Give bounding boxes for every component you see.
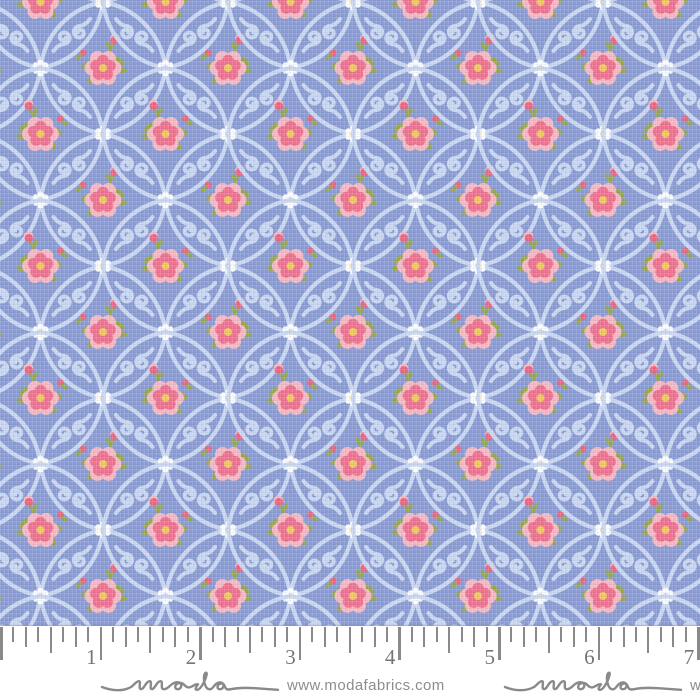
website-url-text: www.modafabrics.com [287,677,445,694]
ruler-tick [435,627,438,642]
ruler: 1 2 3 4 5 6 7 moda www.modafabrics.com m… [0,626,700,700]
ruler-tick [572,627,575,647]
ruler-tick [460,627,463,642]
ruler-tick [199,627,202,660]
ruler-tick [12,627,15,642]
ruler-tick [522,627,525,647]
ruler-tick [0,627,3,660]
ruler-tick [610,627,613,642]
ruler-tick [373,627,376,647]
ruler-number-4: 4 [384,645,396,669]
ruler-tick [560,627,563,642]
ruler-number-5: 5 [484,645,496,669]
ruler-tick [634,627,637,642]
ruler-tick [211,627,214,642]
ruler-tick [298,627,302,660]
ruler-tick [672,627,675,647]
ruler-tick [336,627,339,642]
ruler-tick [423,627,426,647]
ruler-tick [186,627,189,642]
ruler-tick [124,627,127,647]
ruler-tick [273,627,276,647]
ruler-tick [348,627,351,653]
ruler-tick [622,627,625,647]
ruler-tick [385,627,388,642]
ruler-number-7: 7 [683,645,695,669]
moda-logo-icon: moda [503,671,683,692]
ruler-tick [224,627,227,647]
ruler-tick [261,627,264,642]
ruler-tick [597,627,601,660]
ruler-tick [87,627,90,642]
ruler-tick [149,627,152,653]
ruler-tick [323,627,326,647]
ruler-tick [659,627,662,642]
ruler-tick [473,627,476,647]
ruler-tick [74,627,77,647]
ruler-number-6: 6 [584,645,595,669]
ruler-tick [24,627,27,647]
ruler-number-3: 3 [285,645,296,669]
fabric-swatch [0,0,700,626]
ruler-number-2: 2 [185,645,197,669]
ruler-tick [361,627,364,642]
ruler-tick [498,627,501,660]
ruler-tick [585,627,588,642]
ruler-tick [161,627,164,642]
moda-logo-icon: moda [100,671,280,692]
ruler-tick [485,627,488,642]
ruler-ticks [0,627,700,667]
ruler-number-1: 1 [86,645,97,669]
ruler-tick [311,627,314,642]
ruler-tick [49,627,52,653]
ruler-tick [684,627,687,642]
ruler-tick [249,627,251,653]
ruler-tick [697,627,700,660]
ruler-tick [535,627,538,642]
ruler-tick [136,627,139,642]
ruler-tick [37,627,40,642]
ruler-tick [99,627,103,660]
ruler-tick [398,627,401,660]
floral-trellis-pattern [0,0,700,626]
ruler-tick [286,627,289,642]
ruler-tick [510,627,513,642]
ruler-tick [448,627,451,653]
ruler-tick [647,627,650,653]
ruler-tick [410,627,413,642]
ruler-tick [62,627,65,642]
ruler-tick [112,627,115,642]
website-url-text: www.modafabrics.com [690,677,700,694]
ruler-tick [236,627,239,642]
ruler-tick [174,627,177,647]
ruler-tick [547,627,550,653]
